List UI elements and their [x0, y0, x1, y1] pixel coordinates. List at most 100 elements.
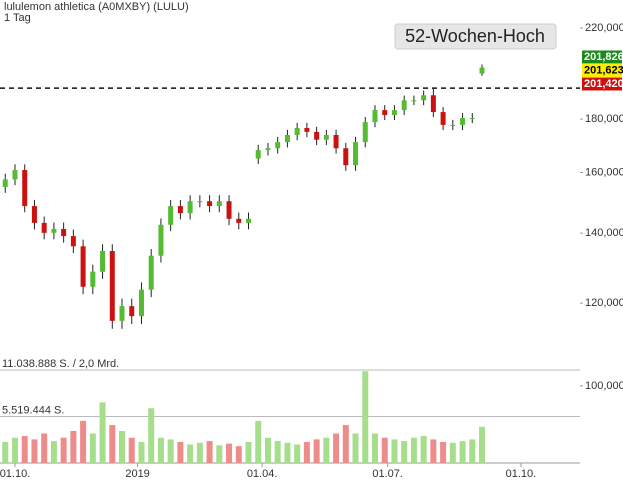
candle-body [391, 110, 397, 116]
volume-bar [206, 441, 213, 463]
volume-bar [177, 441, 184, 463]
candle-body [382, 110, 388, 116]
volume-bar [128, 437, 135, 463]
y-tick-label: 120,000 [585, 297, 623, 309]
volume-bar [352, 433, 359, 463]
candle-body [236, 218, 242, 223]
volume-bar [21, 436, 28, 463]
volume-bar [70, 430, 77, 463]
candle-body [469, 118, 475, 120]
y-tick-label: 180,000 [585, 113, 623, 125]
volume-bar [41, 433, 48, 463]
candle-body [294, 127, 300, 135]
volume-bar [274, 441, 281, 463]
x-tick-label: 01.10. [0, 468, 30, 480]
volume-bar [119, 430, 126, 463]
volume-bar [109, 425, 116, 463]
candle-body [51, 228, 57, 233]
volume-bar [264, 437, 271, 463]
price-box-label: 201,420 [584, 78, 623, 90]
candle-body [207, 201, 213, 207]
volume-bar [333, 433, 340, 463]
volume-bar [235, 446, 242, 463]
price-box-label: 201,826 [584, 51, 623, 63]
volume-bar [469, 439, 476, 463]
candle-body [129, 306, 135, 317]
price-box [582, 64, 622, 77]
volume-bar [371, 433, 378, 463]
volume-bar [342, 425, 349, 463]
candle-body [440, 112, 446, 125]
candle-body [421, 95, 427, 101]
candle-body [323, 134, 329, 140]
candle-body [284, 134, 290, 143]
candle-body [304, 127, 310, 132]
volume-bar [459, 441, 466, 463]
y-tick-label: 140,000 [585, 227, 623, 239]
volume-bar [381, 437, 388, 463]
volume-bar [401, 441, 408, 463]
x-tick-label: 01.10. [506, 468, 537, 480]
annotation-box [394, 23, 557, 50]
volume-bar [449, 442, 456, 463]
volume-bar [148, 408, 155, 463]
candle-body [265, 148, 271, 151]
volume-tick-label: 5.519.444 S. [2, 404, 64, 416]
candle-body [450, 124, 456, 126]
x-tick-label: 01.04. [247, 468, 278, 480]
candle-body [216, 201, 222, 207]
candle-body [314, 131, 320, 140]
volume-bar [31, 439, 38, 463]
candle-body [80, 246, 86, 287]
x-tick-label: 2019 [125, 468, 149, 480]
volume-bar [440, 441, 447, 463]
volume-bar [196, 442, 203, 463]
chart-title: lululemon athletica (A0MXBY) (LULU) [4, 1, 189, 13]
candle-body [158, 224, 164, 256]
candle-body [70, 236, 76, 247]
volume-bar [50, 441, 57, 463]
price-box-label: 201,623 [584, 64, 623, 76]
candle-body [31, 206, 37, 223]
volume-bar [479, 426, 486, 463]
volume-tick-label: 11.038.888 S. / 2,0 Mrd. [2, 358, 119, 370]
volume-bar [245, 441, 252, 463]
candle-body [401, 100, 407, 111]
volume-bar [313, 439, 320, 463]
volume-bar [391, 439, 398, 463]
volume-bar [80, 420, 87, 463]
candle-body [362, 122, 368, 143]
volume-bar [2, 441, 9, 463]
volume-bar [303, 441, 310, 463]
y-tick-label: 100,000 [585, 380, 623, 392]
candle-body [2, 179, 8, 187]
volume-bar [99, 402, 106, 463]
y-tick-label: 160,000 [585, 166, 623, 178]
candle-body [168, 206, 174, 225]
candle-body [138, 289, 144, 317]
chart-subtitle: 1 Tag [4, 12, 31, 24]
volume-bar [187, 444, 194, 463]
price-box [582, 77, 622, 91]
candle-body [411, 100, 417, 102]
candle-body [275, 142, 281, 149]
volume-bar [89, 433, 96, 463]
volume-bar [226, 443, 233, 463]
candle-body [479, 67, 485, 74]
volume-bar [362, 371, 369, 463]
candle-body [197, 201, 203, 203]
candle-body [22, 169, 28, 207]
candle-body [226, 201, 232, 219]
volume-bar [430, 439, 437, 463]
candle-body [343, 148, 349, 166]
candle-body [460, 118, 466, 125]
volume-bar [157, 437, 164, 463]
volume-bar [138, 441, 145, 463]
candle-body [246, 218, 252, 223]
volume-bar [420, 436, 427, 463]
candle-body [109, 251, 115, 321]
candle-body [119, 306, 125, 321]
volume-bar [216, 445, 223, 463]
volume-bar [410, 437, 417, 463]
